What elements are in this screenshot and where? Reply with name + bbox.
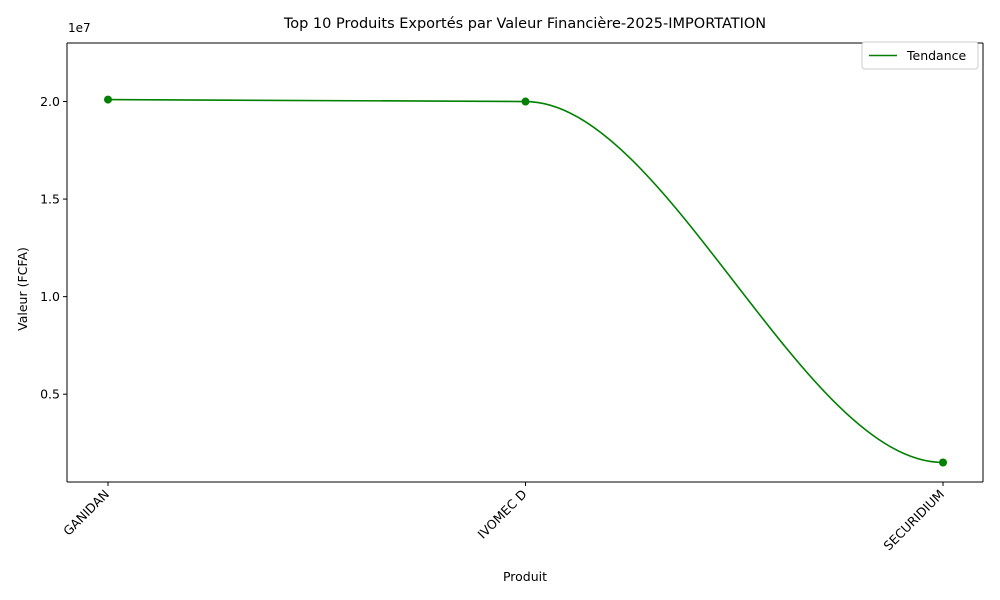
legend: Tendance: [861, 41, 979, 70]
y-axis-offset-label: 1e7: [68, 21, 91, 35]
data-point: [521, 97, 530, 106]
y-tick-label: 0.5: [40, 387, 60, 402]
y-tick-label: 1.0: [40, 289, 60, 304]
legend-label: Tendance: [906, 48, 967, 63]
y-tick-label: 2.0: [40, 94, 60, 109]
data-point: [104, 95, 112, 104]
trend-line: [107, 98, 944, 464]
data-point: [939, 458, 947, 467]
x-axis-label: Produit: [503, 569, 547, 584]
y-tick-label: 1.5: [40, 192, 60, 207]
legend-frame: [861, 41, 979, 70]
chart-title: Top 10 Produits Exportés par Valeur Fina…: [283, 16, 766, 32]
y-axis-label: Valeur (FCFA): [15, 247, 30, 331]
